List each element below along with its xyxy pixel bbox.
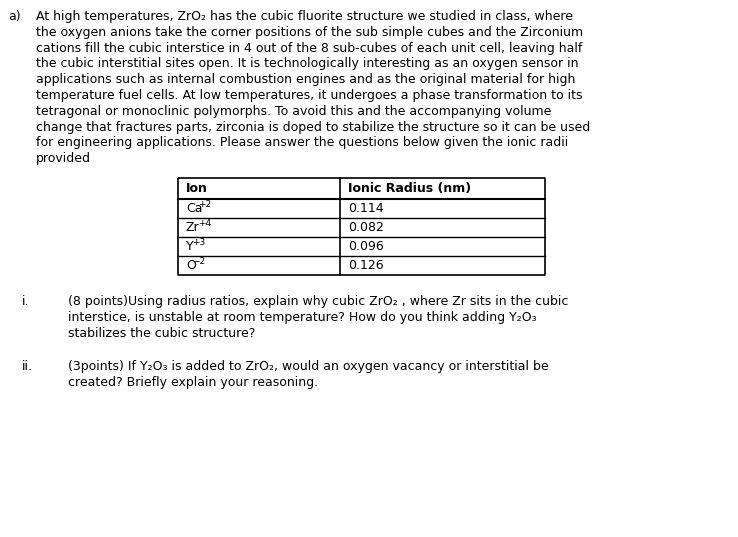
Text: 0.126: 0.126 (348, 259, 384, 272)
Text: change that fractures parts, zirconia is doped to stabilize the structure so it : change that fractures parts, zirconia is… (36, 121, 590, 134)
Text: for engineering applications. Please answer the questions below given the ionic : for engineering applications. Please ans… (36, 136, 568, 149)
Text: +4: +4 (199, 219, 212, 228)
Text: applications such as internal combustion engines and as the original material fo: applications such as internal combustion… (36, 73, 576, 86)
Text: i.: i. (22, 295, 30, 308)
Text: temperature fuel cells. At low temperatures, it undergoes a phase transformation: temperature fuel cells. At low temperatu… (36, 89, 582, 102)
Text: Zr: Zr (186, 221, 199, 234)
Text: provided: provided (36, 152, 91, 165)
Text: 0.096: 0.096 (348, 240, 384, 253)
Text: (3points) If Y₂O₃ is added to ZrO₂, would an oxygen vacancy or interstitial be: (3points) If Y₂O₃ is added to ZrO₂, woul… (68, 360, 548, 373)
Text: Y: Y (186, 240, 193, 253)
Text: created? Briefly explain your reasoning.: created? Briefly explain your reasoning. (68, 376, 318, 389)
Text: 0.114: 0.114 (348, 202, 384, 215)
Text: a): a) (8, 10, 21, 23)
Text: 0.082: 0.082 (348, 221, 384, 234)
Text: the cubic interstitial sites open. It is technologically interesting as an oxyge: the cubic interstitial sites open. It is… (36, 57, 579, 70)
Text: Ionic Radius (nm): Ionic Radius (nm) (348, 182, 471, 195)
Text: Ion: Ion (186, 182, 208, 195)
Text: (8 points)Using radius ratios, explain why cubic ZrO₂ , where Zr sits in the cub: (8 points)Using radius ratios, explain w… (68, 295, 568, 308)
Text: At high temperatures, ZrO₂ has the cubic fluorite structure we studied in class,: At high temperatures, ZrO₂ has the cubic… (36, 10, 573, 23)
Text: +2: +2 (199, 200, 212, 209)
Text: −2: −2 (192, 257, 205, 266)
Text: +3: +3 (192, 238, 205, 247)
Text: ii.: ii. (22, 360, 33, 373)
Text: the oxygen anions take the corner positions of the sub simple cubes and the Zirc: the oxygen anions take the corner positi… (36, 26, 583, 39)
Text: Ca: Ca (186, 202, 202, 215)
Text: cations fill the cubic interstice in 4 out of the 8 sub-cubes of each unit cell,: cations fill the cubic interstice in 4 o… (36, 41, 582, 55)
Text: interstice, is unstable at room temperature? How do you think adding Y₂O₃: interstice, is unstable at room temperat… (68, 311, 537, 324)
Text: stabilizes the cubic structure?: stabilizes the cubic structure? (68, 326, 255, 339)
Text: tetragonal or monoclinic polymorphs. To avoid this and the accompanying volume: tetragonal or monoclinic polymorphs. To … (36, 105, 551, 118)
Text: O: O (186, 259, 196, 272)
